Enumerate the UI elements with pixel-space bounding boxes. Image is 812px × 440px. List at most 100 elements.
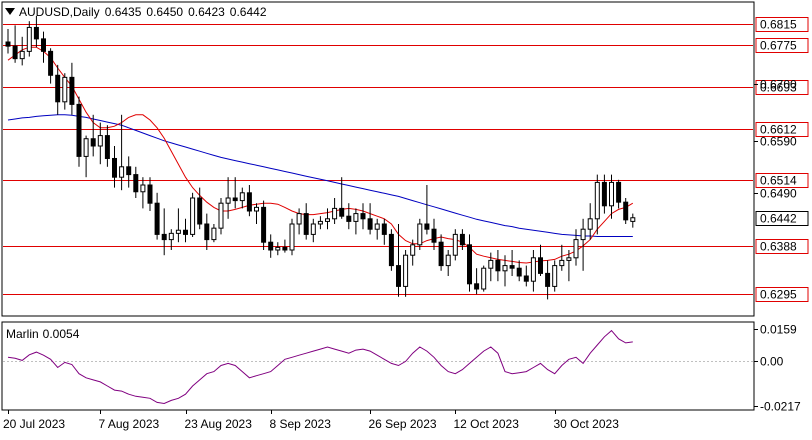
candle-78[interactable] [559,244,565,271]
candle-45[interactable] [325,208,330,230]
candle-5[interactable] [41,31,46,63]
slow-moving-average-line[interactable] [7,114,633,237]
candle-71[interactable] [509,250,515,276]
candle-3[interactable] [26,21,32,57]
candle-33[interactable] [239,187,245,209]
candle-18[interactable] [133,166,139,198]
candle-70[interactable] [502,255,508,287]
candle-22[interactable] [161,208,167,256]
candle-58[interactable] [417,218,423,250]
candle-44[interactable] [317,216,323,230]
candle-74[interactable] [530,250,536,292]
candle-77[interactable] [552,260,558,292]
candle-54[interactable] [388,229,394,271]
candle-82[interactable] [587,203,593,240]
candle-2[interactable] [19,36,25,66]
candle-76[interactable] [545,260,551,300]
candle-59[interactable] [424,185,430,235]
candle-46[interactable] [332,198,338,224]
oscillator-line[interactable] [7,329,633,405]
candle-48[interactable] [346,203,352,230]
candle-65[interactable] [467,234,472,292]
candle-55[interactable] [396,224,401,297]
candle-0[interactable] [5,29,11,54]
candle-49[interactable] [353,208,359,235]
candle-81[interactable] [580,218,586,271]
candle-body-55 [396,265,401,287]
candle-7[interactable] [55,64,61,115]
candle-8[interactable] [62,73,68,110]
candle-27[interactable] [197,187,203,230]
candle-19[interactable] [140,177,146,209]
candle-17[interactable] [126,156,132,188]
candle-68[interactable] [488,252,494,282]
candle-69[interactable] [495,250,501,282]
candle-51[interactable] [367,203,373,235]
candle-86[interactable] [616,179,622,209]
candle-4[interactable] [33,16,39,48]
candle-84[interactable] [601,174,607,214]
candle-10[interactable] [76,96,82,167]
candle-31[interactable] [225,177,231,219]
candle-body-63 [452,233,458,256]
candle-32[interactable] [232,177,238,209]
candle-38[interactable] [275,242,281,256]
level-tag-label-5: 0.6388 [760,240,797,254]
candle-23[interactable] [168,229,174,250]
candle-26[interactable] [190,192,196,237]
candle-28[interactable] [204,213,210,250]
candle-20[interactable] [147,177,153,211]
fast-moving-average-line[interactable] [7,46,634,264]
candle-85[interactable] [609,174,614,219]
candle-14[interactable] [104,125,110,167]
candle-37[interactable] [268,234,274,258]
candle-63[interactable] [452,229,458,261]
candle-52[interactable] [374,218,380,240]
candle-80[interactable] [573,229,579,266]
candle-88[interactable] [630,213,636,228]
candle-42[interactable] [303,203,309,240]
candle-24[interactable] [175,208,181,243]
candle-57[interactable] [410,239,416,266]
dropdown-arrow-icon[interactable] [5,8,15,15]
candle-11[interactable] [83,135,89,178]
candle-1[interactable] [12,25,18,63]
candle-body-52 [374,223,380,230]
candle-79[interactable] [566,250,572,282]
candle-50[interactable] [360,203,366,230]
candle-40[interactable] [289,218,295,256]
candle-47[interactable] [339,177,345,219]
candle-61[interactable] [438,234,444,271]
candle-6[interactable] [48,48,54,84]
candle-body-66 [474,283,480,290]
candle-29[interactable] [211,224,217,243]
candle-15[interactable] [112,146,117,188]
candle-39[interactable] [282,239,288,253]
candle-66[interactable] [474,268,480,295]
candle-87[interactable] [623,198,629,224]
candle-56[interactable] [403,250,409,297]
candle-62[interactable] [445,250,451,276]
candle-60[interactable] [431,218,437,250]
candle-36[interactable] [261,200,267,250]
candle-25[interactable] [183,218,188,243]
candle-73[interactable] [523,265,529,287]
candle-21[interactable] [154,192,160,240]
candle-16[interactable] [119,114,125,191]
candle-41[interactable] [296,208,302,235]
candle-30[interactable] [218,198,224,235]
candle-35[interactable] [254,203,259,224]
candle-67[interactable] [481,265,487,292]
candle-12[interactable] [90,114,96,157]
candle-43[interactable] [310,218,316,243]
candle-34[interactable] [246,185,252,217]
candle-53[interactable] [381,218,387,245]
candle-9[interactable] [69,62,75,115]
candle-72[interactable] [516,260,522,282]
candle-body-85 [609,181,614,207]
candle-13[interactable] [97,122,103,165]
candle-83[interactable] [594,174,600,235]
candle-64[interactable] [459,229,465,250]
candle-75[interactable] [538,244,543,276]
